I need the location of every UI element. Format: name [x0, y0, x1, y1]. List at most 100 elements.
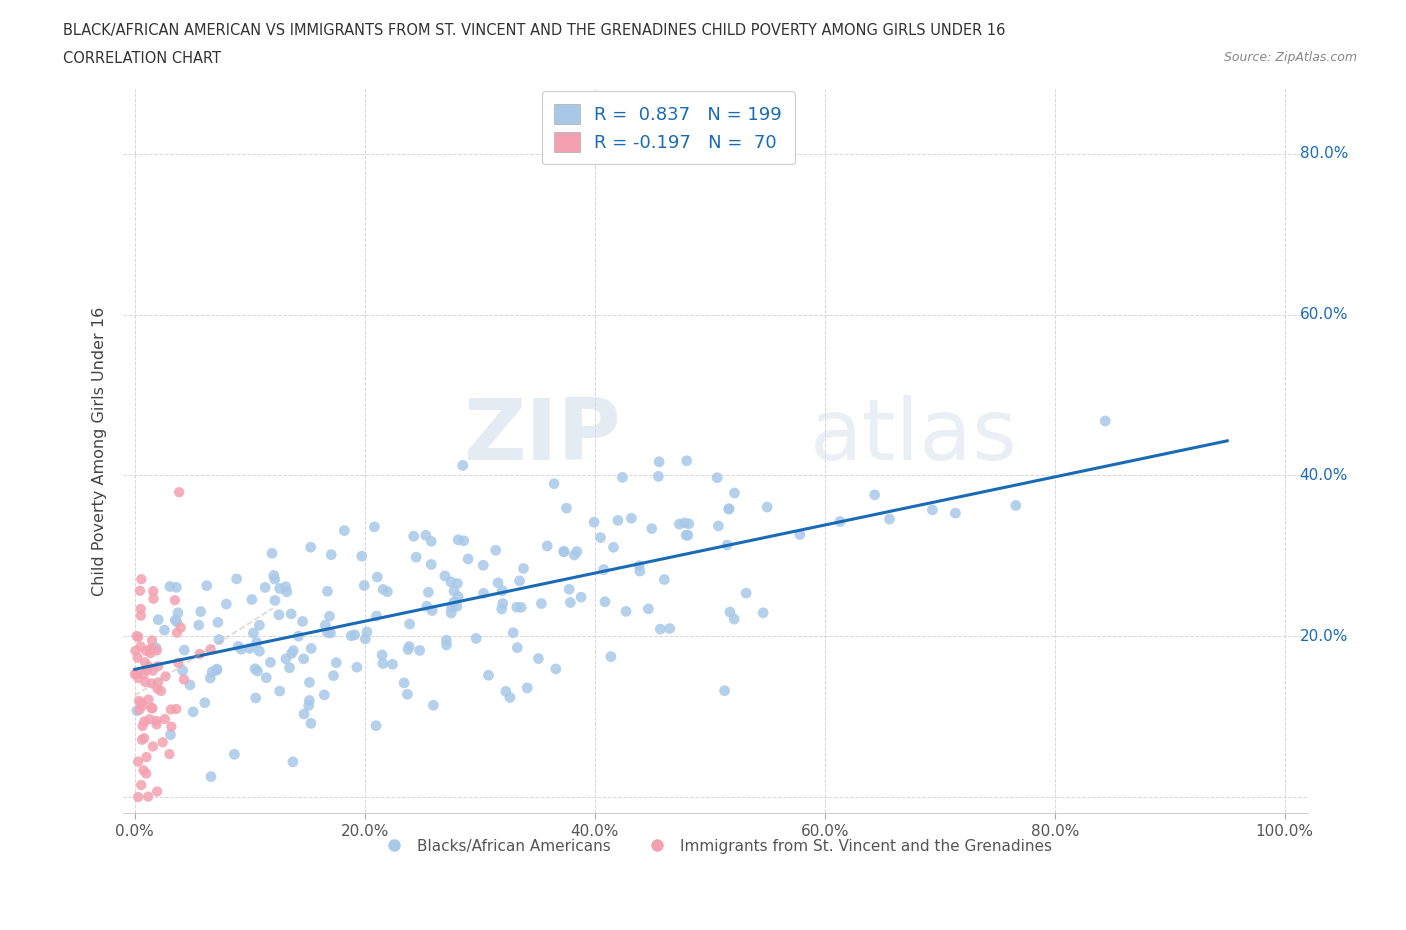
- Point: [135, 662, 157, 677]
- Point: [678, 516, 700, 531]
- Point: [612, 470, 634, 485]
- Point: [752, 605, 775, 620]
- Point: [558, 582, 581, 597]
- Point: [141, 633, 163, 648]
- Point: [436, 637, 458, 652]
- Text: CORRELATION CHART: CORRELATION CHART: [63, 51, 221, 66]
- Point: [472, 586, 495, 601]
- Point: [141, 700, 163, 715]
- Point: [263, 568, 285, 583]
- Legend: Blacks/African Americans, Immigrants from St. Vincent and the Grenadines: Blacks/African Americans, Immigrants fro…: [373, 832, 1057, 859]
- Point: [131, 732, 153, 747]
- Point: [278, 660, 301, 675]
- Point: [146, 658, 169, 673]
- Point: [447, 532, 470, 547]
- Point: [298, 693, 321, 708]
- Point: [1004, 498, 1026, 512]
- Point: [510, 600, 533, 615]
- Point: [146, 675, 169, 690]
- Point: [593, 594, 616, 609]
- Point: [129, 696, 152, 711]
- Point: [173, 643, 195, 658]
- Point: [299, 641, 322, 656]
- Point: [606, 513, 628, 528]
- Point: [299, 539, 322, 554]
- Point: [592, 562, 614, 577]
- Point: [142, 739, 165, 754]
- Point: [446, 599, 468, 614]
- Point: [245, 690, 267, 705]
- Point: [205, 663, 228, 678]
- Point: [465, 631, 488, 645]
- Point: [398, 639, 420, 654]
- Point: [396, 687, 419, 702]
- Point: [340, 629, 363, 644]
- Point: [173, 672, 195, 687]
- Point: [381, 657, 404, 671]
- Point: [128, 702, 150, 717]
- Point: [398, 617, 420, 631]
- Point: [723, 485, 745, 500]
- Point: [316, 625, 339, 640]
- Point: [614, 604, 637, 618]
- Point: [127, 671, 149, 685]
- Point: [215, 597, 238, 612]
- Point: [565, 544, 588, 559]
- Point: [145, 717, 167, 732]
- Point: [446, 576, 468, 591]
- Point: [135, 644, 157, 658]
- Point: [160, 719, 183, 734]
- Point: [443, 584, 465, 599]
- Point: [165, 613, 187, 628]
- Point: [314, 618, 336, 632]
- Point: [166, 625, 188, 640]
- Point: [172, 663, 194, 678]
- Point: [673, 515, 696, 530]
- Point: [789, 527, 811, 542]
- Point: [544, 661, 567, 676]
- Point: [713, 684, 735, 698]
- Point: [224, 747, 246, 762]
- Text: 60.0%: 60.0%: [1299, 307, 1348, 322]
- Point: [163, 592, 186, 607]
- Point: [650, 621, 672, 636]
- Point: [1094, 414, 1116, 429]
- Point: [136, 662, 159, 677]
- Point: [491, 583, 513, 598]
- Point: [366, 608, 388, 623]
- Point: [943, 506, 966, 521]
- Point: [499, 690, 522, 705]
- Point: [346, 659, 368, 674]
- Point: [440, 575, 463, 590]
- Point: [280, 646, 302, 661]
- Point: [408, 643, 430, 658]
- Point: [637, 602, 659, 617]
- Point: [735, 586, 758, 601]
- Point: [392, 675, 415, 690]
- Point: [195, 578, 218, 593]
- Point: [319, 626, 342, 641]
- Point: [167, 605, 190, 620]
- Point: [333, 524, 356, 538]
- Point: [486, 576, 509, 591]
- Text: 40.0%: 40.0%: [1299, 468, 1348, 483]
- Point: [298, 675, 321, 690]
- Point: [201, 664, 224, 679]
- Point: [377, 584, 399, 599]
- Point: [516, 681, 538, 696]
- Point: [129, 583, 152, 598]
- Point: [165, 580, 187, 595]
- Point: [138, 711, 160, 726]
- Point: [828, 514, 851, 529]
- Point: [457, 551, 479, 566]
- Point: [299, 716, 322, 731]
- Point: [146, 681, 169, 696]
- Point: [363, 520, 385, 535]
- Point: [707, 519, 730, 534]
- Point: [159, 727, 181, 742]
- Point: [136, 658, 159, 673]
- Point: [292, 651, 315, 666]
- Point: [879, 512, 901, 526]
- Point: [129, 602, 152, 617]
- Point: [207, 615, 229, 630]
